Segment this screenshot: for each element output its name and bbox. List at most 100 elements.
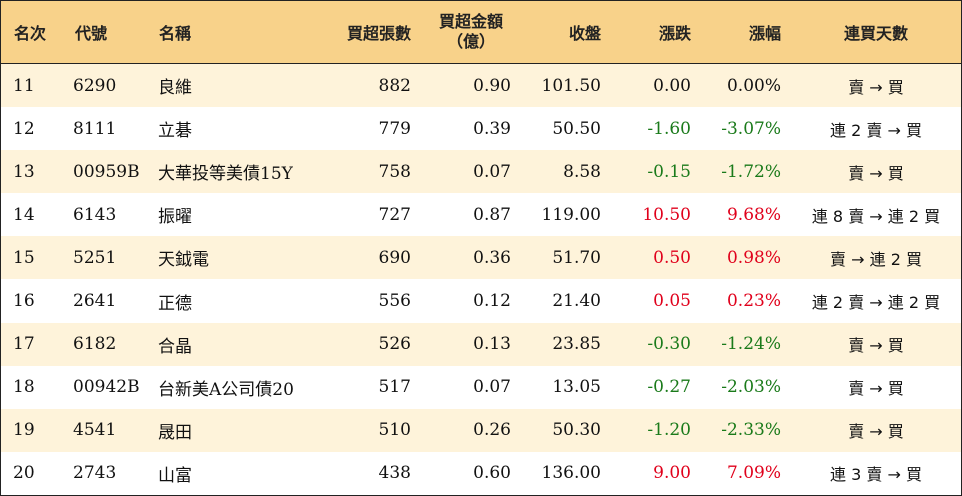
- net-buy-lots-cell: 517: [378, 377, 411, 398]
- change-cell: 0.05: [653, 291, 691, 312]
- net-buy-lots-cell: 758: [378, 161, 411, 182]
- change-cell: -0.15: [647, 161, 691, 182]
- close-cell: 23.85: [552, 334, 601, 355]
- streak-cell: 賣 → 買: [848, 336, 904, 356]
- table-row[interactable]: 19 4541 晟田 510 0.26 50.30 -1.20 -2.33% 賣…: [1, 408, 961, 452]
- net-buy-amount-cell: 0.13: [473, 334, 511, 355]
- table-row[interactable]: 15 5251 天鉞電 690 0.36 51.70 0.50 0.98% 賣 …: [1, 236, 961, 280]
- code-cell[interactable]: 00959B: [73, 161, 140, 182]
- change-pct-cell: -1.24%: [721, 334, 781, 355]
- net-buy-lots-cell: 779: [378, 118, 411, 139]
- net-buy-lots-cell: 882: [378, 75, 411, 96]
- name-cell[interactable]: 正德: [158, 293, 192, 314]
- close-cell: 13.05: [552, 377, 601, 398]
- header-net-buy-amount[interactable]: 買超金額 （億）: [431, 1, 511, 63]
- close-cell: 51.70: [552, 247, 601, 268]
- name-cell[interactable]: 台新美A公司債20: [158, 379, 294, 400]
- rank-cell: 17: [13, 334, 35, 355]
- code-cell[interactable]: 2641: [73, 291, 117, 312]
- change-cell: -1.20: [647, 420, 691, 441]
- rank-cell: 11: [13, 75, 35, 96]
- code-cell[interactable]: 00942B: [73, 377, 140, 398]
- close-cell: 119.00: [541, 204, 601, 225]
- change-pct-cell: -3.07%: [721, 118, 781, 139]
- table-row[interactable]: 11 6290 良維 882 0.90 101.50 0.00 0.00% 賣 …: [1, 64, 961, 108]
- name-cell[interactable]: 天鉞電: [158, 250, 209, 271]
- net-buy-lots-cell: 556: [378, 291, 411, 312]
- change-cell: 9.00: [653, 463, 691, 484]
- table-row[interactable]: 17 6182 合晶 526 0.13 23.85 -0.30 -1.24% 賣…: [1, 322, 961, 366]
- net-buy-amount-cell: 0.07: [473, 161, 511, 182]
- change-pct-cell: 0.00%: [726, 75, 781, 96]
- rank-cell: 14: [13, 204, 35, 225]
- name-cell[interactable]: 晟田: [158, 422, 192, 443]
- rank-cell: 15: [13, 247, 35, 268]
- code-cell[interactable]: 2743: [73, 463, 117, 484]
- rank-cell: 20: [13, 463, 35, 484]
- code-cell[interactable]: 5251: [73, 247, 117, 268]
- change-cell: -0.27: [647, 377, 691, 398]
- header-streak[interactable]: 連買天數: [843, 24, 908, 43]
- streak-cell: 賣 → 連 2 買: [830, 249, 922, 269]
- table-row[interactable]: 13 00959B 大華投等美債15Y 758 0.07 8.58 -0.15 …: [1, 150, 961, 194]
- rank-cell: 12: [13, 118, 35, 139]
- streak-cell: 連 3 賣 → 買: [830, 465, 922, 485]
- net-buy-amount-cell: 0.36: [473, 247, 511, 268]
- close-cell: 136.00: [541, 463, 601, 484]
- header-rank[interactable]: 名次: [14, 24, 47, 43]
- net-buy-amount-cell: 0.90: [473, 75, 511, 96]
- code-cell[interactable]: 6290: [73, 75, 117, 96]
- net-buy-amount-cell: 0.87: [473, 204, 511, 225]
- code-cell[interactable]: 6143: [73, 204, 117, 225]
- change-pct-cell: -2.33%: [721, 420, 781, 441]
- streak-cell: 連 2 賣 → 買: [830, 120, 922, 140]
- header-net-buy-lots[interactable]: 買超張數: [346, 24, 411, 43]
- net-buy-amount-cell: 0.60: [473, 463, 511, 484]
- change-cell: 0.00: [653, 75, 691, 96]
- change-pct-cell: 9.68%: [726, 204, 781, 225]
- change-cell: -1.60: [647, 118, 691, 139]
- code-cell[interactable]: 4541: [73, 420, 117, 441]
- close-cell: 8.58: [563, 161, 601, 182]
- table-row[interactable]: 18 00942B 台新美A公司債20 517 0.07 13.05 -0.27…: [1, 365, 961, 409]
- name-cell[interactable]: 良維: [158, 78, 192, 99]
- streak-cell: 賣 → 買: [848, 163, 904, 183]
- streak-cell: 賣 → 買: [848, 77, 904, 97]
- table-row[interactable]: 14 6143 振曜 727 0.87 119.00 10.50 9.68% 連…: [1, 193, 961, 237]
- net-buy-lots-cell: 510: [378, 420, 411, 441]
- header-close[interactable]: 收盤: [568, 24, 601, 43]
- header-code[interactable]: 代號: [75, 24, 108, 43]
- change-pct-cell: 7.09%: [726, 463, 781, 484]
- change-pct-cell: -1.72%: [721, 161, 781, 182]
- net-buy-lots-cell: 690: [378, 247, 411, 268]
- streak-cell: 賣 → 買: [848, 422, 904, 442]
- change-pct-cell: 0.98%: [726, 247, 781, 268]
- code-cell[interactable]: 6182: [73, 334, 117, 355]
- change-cell: 10.50: [642, 204, 691, 225]
- table-row[interactable]: 16 2641 正德 556 0.12 21.40 0.05 0.23% 連 2…: [1, 279, 961, 323]
- change-pct-cell: 0.23%: [726, 291, 781, 312]
- net-buy-lots-cell: 727: [378, 204, 411, 225]
- rank-cell: 18: [13, 377, 35, 398]
- header-change-pct[interactable]: 漲幅: [748, 24, 781, 43]
- net-buy-amount-cell: 0.12: [473, 291, 511, 312]
- header-name[interactable]: 名稱: [159, 24, 192, 43]
- name-cell[interactable]: 大華投等美債15Y: [158, 164, 293, 185]
- header-net-buy-amount-label: 買超金額: [438, 12, 503, 31]
- name-cell[interactable]: 振曜: [158, 207, 192, 228]
- table-header: 名次 代號 名稱 買超張數 買超金額 （億） 收盤 漲跌 漲幅 連買天數: [1, 1, 961, 64]
- table-row[interactable]: 20 2743 山富 438 0.60 136.00 9.00 7.09% 連 …: [1, 451, 961, 495]
- code-cell[interactable]: 8111: [73, 118, 117, 139]
- name-cell[interactable]: 合晶: [158, 336, 192, 357]
- streak-cell: 賣 → 買: [848, 379, 904, 399]
- net-buy-amount-cell: 0.07: [473, 377, 511, 398]
- table-row[interactable]: 12 8111 立碁 779 0.39 50.50 -1.60 -3.07% 連…: [1, 107, 961, 151]
- change-cell: -0.30: [647, 334, 691, 355]
- name-cell[interactable]: 山富: [158, 465, 192, 486]
- close-cell: 50.30: [552, 420, 601, 441]
- change-cell: 0.50: [653, 247, 691, 268]
- name-cell[interactable]: 立碁: [158, 121, 192, 142]
- rank-cell: 13: [13, 161, 35, 182]
- header-change[interactable]: 漲跌: [658, 24, 691, 43]
